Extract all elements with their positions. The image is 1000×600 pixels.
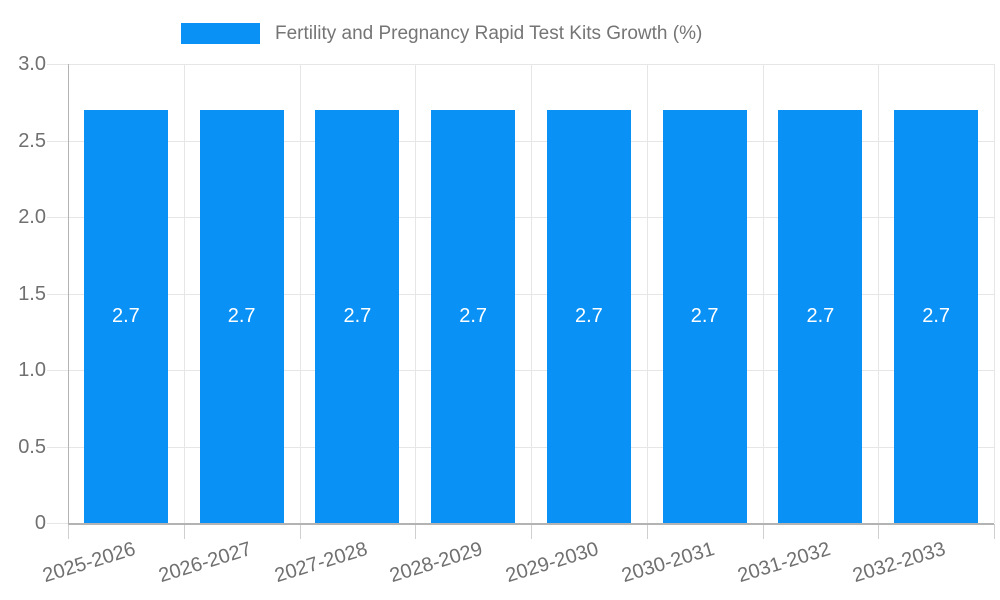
x-gridline (415, 64, 417, 523)
bar-value-label: 2.7 (111, 304, 140, 327)
x-tick (994, 524, 995, 539)
bar-value-label: 2.7 (922, 304, 951, 327)
x-tick-label: 2030-2031 (619, 538, 718, 588)
y-tick (47, 370, 68, 371)
x-tick (878, 524, 880, 539)
x-tick-label: 2027-2028 (271, 538, 370, 588)
x-gridline (531, 64, 532, 523)
y-tick-label: 3.0 (18, 53, 46, 75)
y-tick (47, 523, 68, 524)
y-tick-label: 0.5 (18, 435, 46, 458)
x-tick (299, 524, 301, 539)
chart-legend: Fertility and Pregnancy Rapid Test Kits … (181, 23, 702, 44)
x-gridline (183, 64, 185, 523)
y-tick (47, 293, 68, 295)
legend-label: Fertility and Pregnancy Rapid Test Kits … (275, 23, 703, 44)
y-tick (47, 446, 68, 448)
y-tick-label: 0 (34, 512, 46, 534)
x-tick (68, 524, 69, 539)
bar-value-label: 2.7 (806, 304, 835, 327)
x-gridline (299, 64, 301, 523)
y-tick (47, 217, 68, 218)
x-tick (415, 524, 417, 539)
x-tick-label: 2028-2029 (387, 538, 486, 588)
y-tick-label: 2.0 (18, 206, 46, 228)
x-tick-label: 2029-2030 (503, 538, 602, 588)
legend-swatch (181, 23, 260, 44)
bar: 2.7 (778, 109, 863, 523)
y-tick (47, 140, 68, 142)
bar: 2.7 (199, 109, 284, 523)
bar: 2.7 (894, 109, 979, 523)
x-tick-label: 2032-2033 (850, 538, 949, 588)
bar: 2.7 (431, 109, 516, 523)
x-tick-label: 2026-2027 (156, 538, 255, 588)
x-tick-label: 2031-2032 (734, 538, 833, 588)
x-gridline (994, 64, 995, 523)
bar: 2.7 (662, 109, 747, 523)
bar: 2.7 (315, 109, 400, 523)
bar-value-label: 2.7 (343, 304, 372, 327)
x-tick (646, 524, 648, 539)
bar: 2.7 (546, 109, 631, 523)
y-tick (47, 64, 68, 65)
bar: 2.7 (83, 109, 168, 523)
bar-value-label: 2.7 (227, 304, 256, 327)
y-tick-label: 2.5 (18, 129, 46, 152)
x-tick (531, 524, 532, 539)
x-tick-label: 2025-2026 (40, 538, 139, 588)
bar-value-label: 2.7 (459, 304, 488, 327)
y-axis-line (68, 64, 69, 524)
x-gridline (878, 64, 880, 523)
y-tick-label: 1.5 (18, 282, 46, 305)
x-tick (762, 524, 764, 539)
x-gridline (762, 64, 764, 523)
x-axis-line (68, 523, 994, 525)
bar-value-label: 2.7 (574, 304, 603, 327)
y-tick-label: 1.0 (18, 359, 46, 381)
bar-value-label: 2.7 (690, 304, 719, 327)
x-tick (183, 524, 185, 539)
x-gridline (646, 64, 648, 523)
